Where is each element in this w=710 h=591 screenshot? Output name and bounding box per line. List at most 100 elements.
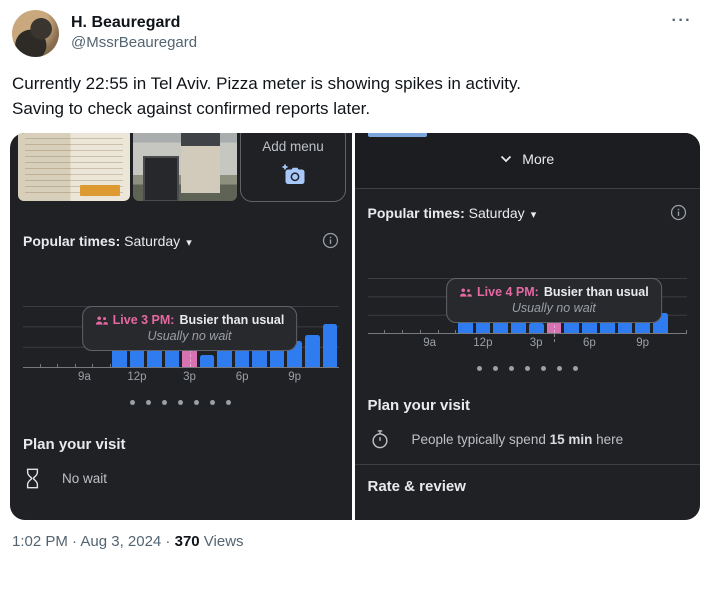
- add-menu-button[interactable]: Add menu: [240, 133, 346, 202]
- live-subtext: Usually no wait: [147, 329, 232, 343]
- axis-tick: [402, 330, 403, 333]
- popular-times-label: Popular times:: [367, 204, 465, 221]
- live-label: Live 3 PM:: [112, 313, 175, 327]
- x-axis-labels: 9a 12p 3p 6p 9p: [368, 334, 688, 351]
- popular-times-bar: [305, 334, 320, 367]
- views-label: Views: [199, 533, 244, 550]
- axis-tick: [92, 364, 94, 367]
- cropped-blue-button: [367, 133, 427, 137]
- add-menu-label: Add menu: [262, 139, 324, 154]
- photo-thumbnail-storefront[interactable]: [133, 133, 237, 201]
- tweet-more-button[interactable]: ···: [666, 10, 698, 32]
- axis-tick: [384, 330, 386, 333]
- live-status: Busier than usual: [543, 285, 649, 299]
- carousel-dots[interactable]: [10, 400, 352, 405]
- carousel-dot[interactable]: [178, 400, 184, 405]
- people-icon: [459, 287, 472, 297]
- live-tooltip: Live 4 PM: Busier than usual Usually no …: [446, 278, 662, 323]
- x-axis-tick-label: 9a: [77, 371, 91, 383]
- popular-times-bar: [528, 322, 544, 333]
- carousel-dot[interactable]: [556, 366, 562, 371]
- dropdown-arrow-icon: ▾: [530, 208, 537, 221]
- carousel-dot[interactable]: [162, 400, 168, 405]
- popular-times-day-dropdown[interactable]: Popular times: Saturday ▾: [368, 205, 537, 221]
- carousel-dot[interactable]: [130, 400, 136, 405]
- carousel-dot[interactable]: [572, 366, 578, 371]
- stopwatch-icon: [371, 430, 388, 449]
- x-axis-tick-label: 12p: [473, 337, 493, 349]
- x-axis-tick-label: 9p: [636, 337, 650, 349]
- maps-screenshot-left[interactable]: Add menu Popular times: Saturday ▾: [10, 133, 352, 520]
- chevron-down-icon: [501, 155, 512, 163]
- x-axis-tick-label: 6p: [582, 337, 596, 349]
- more-button[interactable]: More: [355, 151, 701, 167]
- carousel-dot[interactable]: [210, 400, 216, 405]
- axis-tick: [455, 330, 457, 333]
- axis-tick: [39, 364, 41, 367]
- hourglass-icon: [26, 468, 39, 489]
- people-icon: [95, 315, 108, 325]
- popular-times-day: Saturday: [468, 204, 525, 221]
- more-label: More: [522, 151, 555, 167]
- tweet-text-line: Saving to check against confirmed report…: [12, 99, 371, 118]
- carousel-dot[interactable]: [540, 366, 546, 371]
- tweet-media: Add menu Popular times: Saturday ▾: [10, 133, 700, 520]
- x-axis-tick-label: 3p: [529, 337, 543, 349]
- spend-text: People typically spend 15 min here: [411, 432, 624, 447]
- x-axis-tick-label: 12p: [127, 371, 147, 383]
- user-handle: @MssrBeauregard: [71, 34, 198, 51]
- info-icon[interactable]: [670, 204, 687, 221]
- carousel-dot[interactable]: [492, 366, 498, 371]
- popular-times-bar: [217, 349, 232, 367]
- views-count: 370: [174, 533, 200, 550]
- display-name[interactable]: H. Beauregard: [71, 14, 181, 31]
- carousel-dot[interactable]: [476, 366, 482, 371]
- axis-tick: [686, 330, 687, 333]
- photo-thumbnail-menu[interactable]: [18, 133, 130, 201]
- x-axis-tick-label: 9p: [288, 371, 302, 383]
- popular-times-bar: [199, 354, 215, 367]
- x-axis-tick-label: 6p: [235, 371, 249, 383]
- popular-times-bar: [322, 323, 338, 367]
- carousel-dot[interactable]: [226, 400, 232, 405]
- axis-tick: [419, 330, 421, 333]
- x-axis-labels: 9a 12p 3p 6p 9p: [23, 368, 339, 385]
- live-tooltip: Live 3 PM: Busier than usual Usually no …: [81, 306, 298, 351]
- axis-tick: [437, 330, 439, 333]
- plan-your-visit-title: Plan your visit: [23, 436, 126, 453]
- carousel-dot[interactable]: [524, 366, 530, 371]
- top-strip: More: [354, 133, 701, 188]
- dropdown-arrow-icon: ▾: [186, 236, 192, 249]
- rate-review-title: Rate & review: [367, 478, 466, 495]
- carousel-dot[interactable]: [508, 366, 514, 371]
- axis-tick: [57, 364, 59, 367]
- axis-tick: [109, 364, 111, 367]
- popular-times-day-dropdown[interactable]: Popular times: Saturday ▾: [23, 233, 192, 249]
- photos-row: Add menu: [10, 133, 352, 202]
- tweet-text: Currently 22:55 in Tel Aviv. Pizza meter…: [12, 71, 698, 121]
- overflow-menu-icon: ···: [671, 12, 692, 29]
- time-date: 1:02 PM · Aug 3, 2024 ·: [12, 533, 175, 550]
- carousel-dot[interactable]: [146, 400, 152, 405]
- wait-text: No wait: [62, 471, 108, 486]
- tweet-text-line: Currently 22:55 in Tel Aviv. Pizza meter…: [12, 74, 521, 93]
- axis-tick: [74, 364, 76, 367]
- popular-times-day: Saturday: [124, 232, 181, 249]
- divider: [354, 464, 700, 465]
- popular-times-label: Popular times:: [23, 232, 121, 249]
- info-icon[interactable]: [322, 232, 339, 249]
- plan-your-visit-title: Plan your visit: [367, 397, 471, 414]
- divider: [354, 188, 700, 189]
- popular-times-chart: Live 3 PM: Busier than usual Usually no …: [23, 306, 339, 385]
- carousel-dot[interactable]: [194, 400, 200, 405]
- avatar[interactable]: [12, 10, 59, 57]
- live-label: Live 4 PM:: [477, 285, 539, 299]
- popular-times-bar: [234, 346, 250, 367]
- camera-plus-icon: [282, 164, 305, 184]
- popular-times-chart: Live 4 PM: Busier than usual Usually no …: [367, 278, 688, 351]
- maps-screenshot-right[interactable]: More Popular times: Saturday ▾: [354, 133, 701, 520]
- live-status: Busier than usual: [179, 313, 285, 327]
- carousel-dots[interactable]: [355, 366, 701, 371]
- tweet: H. Beauregard @MssrBeauregard ··· Curren…: [10, 10, 700, 550]
- x-axis-tick-label: 9a: [423, 337, 437, 349]
